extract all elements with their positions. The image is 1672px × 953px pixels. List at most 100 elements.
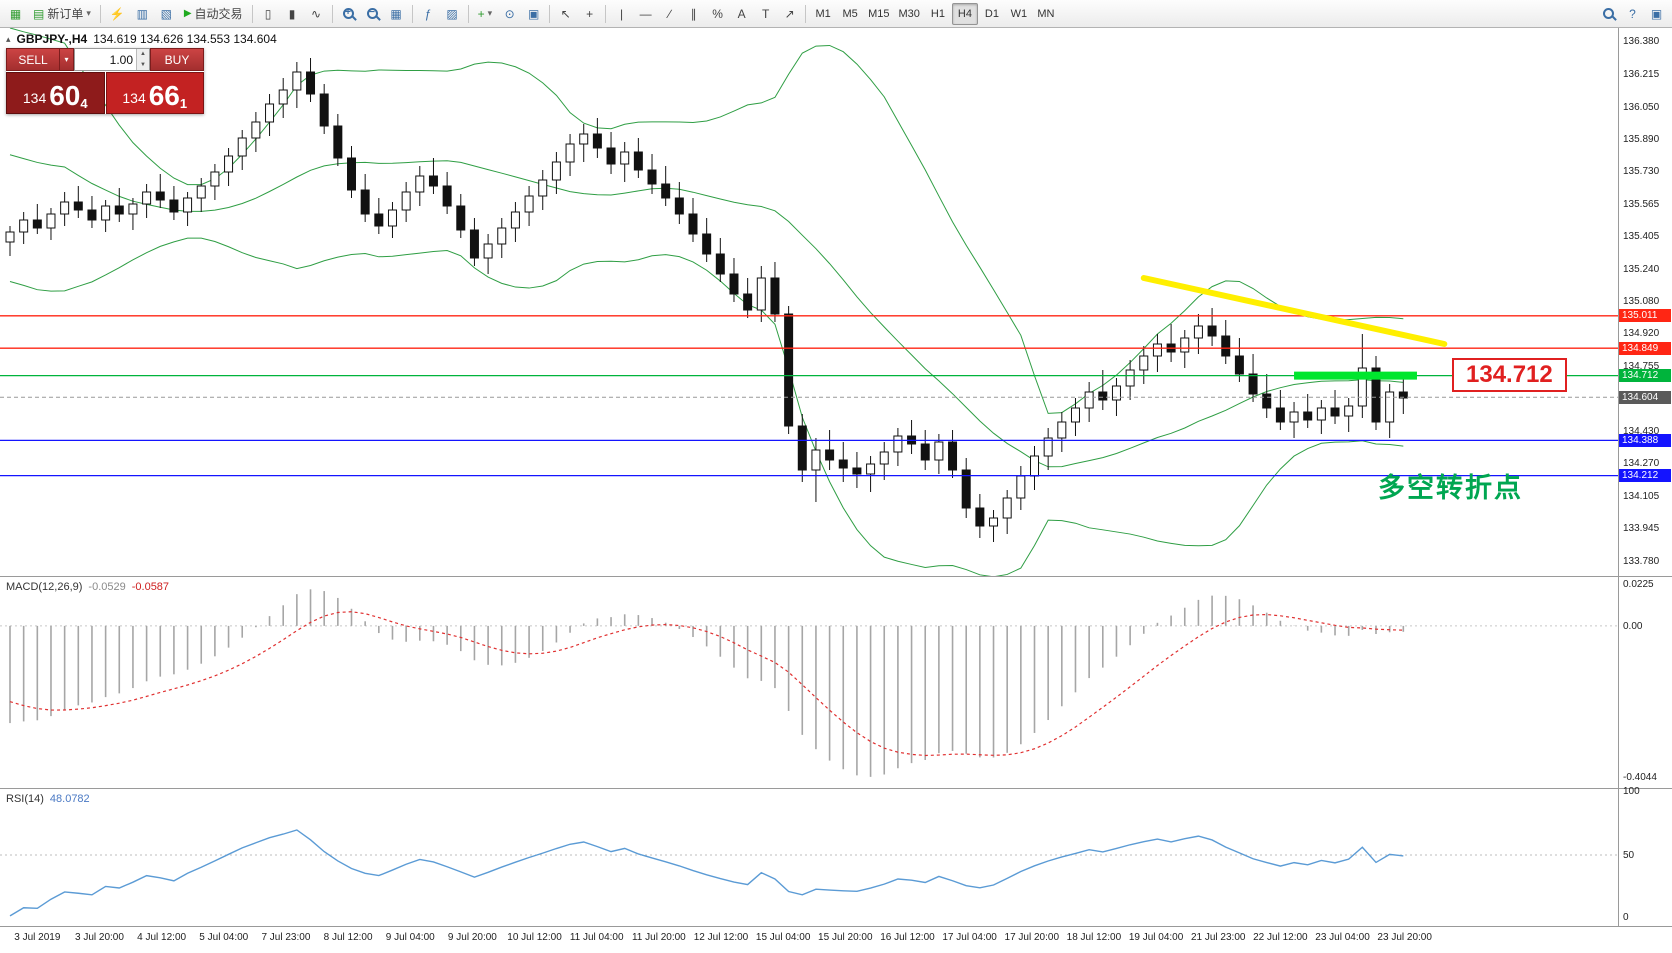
channel-button[interactable]: ∥ xyxy=(682,3,705,25)
scale-label: 136.215 xyxy=(1623,69,1660,80)
volume-stepper[interactable]: ▲ ▼ xyxy=(136,49,149,70)
bar-chart-button[interactable]: ▯ xyxy=(257,3,280,25)
volume-dropdown-icon[interactable]: ▾ xyxy=(60,48,74,71)
sell-button[interactable]: SELL xyxy=(6,48,60,71)
trendline-button[interactable]: ∕ xyxy=(658,3,681,25)
buy-price-sup: 1 xyxy=(179,96,188,111)
scale-label: 134.755 xyxy=(1623,361,1660,372)
text-button[interactable]: A xyxy=(730,3,753,25)
sell-price-box[interactable]: 134 60 4 xyxy=(6,72,105,114)
timeframe-H4[interactable]: H4 xyxy=(951,2,978,25)
line-chart-button[interactable]: ∿ xyxy=(305,3,328,25)
window-button[interactable]: ▣ xyxy=(1645,3,1668,25)
timeframe-W1[interactable]: W1 xyxy=(1006,3,1032,25)
scale-label: 0.0225 xyxy=(1623,579,1654,590)
price-annotation-box[interactable]: 134.712 xyxy=(1452,358,1567,392)
add-indicator-button[interactable]: + ▾ xyxy=(473,3,498,25)
templates-button[interactable]: ▨ xyxy=(441,3,464,25)
separator xyxy=(411,4,413,23)
templates-icon: ▨ xyxy=(446,6,458,21)
new-chart-button[interactable]: ▣ xyxy=(522,3,545,25)
channel-icon: ∥ xyxy=(690,6,697,21)
one-click-collapse-icon[interactable]: ▴ xyxy=(6,33,11,44)
crosshair-button[interactable]: + xyxy=(578,3,601,25)
time-axis-label: 7 Jul 23:00 xyxy=(261,932,311,943)
price-level-chip: 134.604 xyxy=(1619,390,1671,404)
cursor-button[interactable]: ↖ xyxy=(554,3,577,25)
symbol-name: GBPJPY-,H4 xyxy=(16,32,88,46)
buy-price-box[interactable]: 134 66 1 xyxy=(105,72,204,114)
timeframe-M1[interactable]: M1 xyxy=(810,3,836,25)
time-axis-label: 18 Jul 12:00 xyxy=(1066,932,1122,943)
symbol-ohlc-values: 134.619 134.626 134.553 134.604 xyxy=(93,32,277,46)
price-level-chip: 134.849 xyxy=(1619,341,1671,355)
price-level-chip: 135.011 xyxy=(1619,309,1671,323)
time-axis-label: 19 Jul 04:00 xyxy=(1128,932,1184,943)
scale-label: 0.00 xyxy=(1623,620,1643,632)
stepper-down-icon[interactable]: ▼ xyxy=(137,59,149,70)
time-axis-label: 12 Jul 12:00 xyxy=(693,932,749,943)
period-button[interactable]: ⊙ xyxy=(498,3,521,25)
timeframe-MN[interactable]: MN xyxy=(1033,3,1059,25)
cursor-icon: ↖ xyxy=(560,6,571,21)
horizontal-line-button[interactable]: — xyxy=(634,3,657,25)
auto-trading-button[interactable]: ▶ 自动交易 xyxy=(179,3,248,25)
rsi-name: RSI(14) xyxy=(6,793,44,805)
zoom-out-button[interactable]: − xyxy=(361,3,384,25)
vertical-line-icon: | xyxy=(620,6,624,21)
arrow-icon: ↗ xyxy=(784,6,795,21)
crosshair-icon: + xyxy=(586,6,594,21)
fibonacci-button[interactable]: % xyxy=(706,3,729,25)
line-chart-icon: ∿ xyxy=(311,6,322,21)
timeframe-D1[interactable]: D1 xyxy=(979,3,1005,25)
new-order-icon: ▤ xyxy=(33,6,45,21)
scale-label: 135.240 xyxy=(1623,264,1660,275)
new-order-button[interactable]: ▤ 新订单 ▾ xyxy=(28,3,96,25)
separator xyxy=(99,4,101,23)
indicators-button[interactable]: ƒ xyxy=(417,3,440,25)
price-scale[interactable]: 136.380 136.215 136.050 135.890 135.730 135.5… xyxy=(1618,28,1672,926)
chart-workspace: ▴ GBPJPY-,H4 134.619 134.626 134.553 134… xyxy=(0,28,1672,953)
timeframe-H1[interactable]: H1 xyxy=(925,3,951,25)
time-axis-label: 21 Jul 23:00 xyxy=(1190,932,1246,943)
help-button[interactable]: ? xyxy=(1621,3,1644,25)
candlestick-chart-button[interactable]: ▮ xyxy=(281,3,304,25)
text-label-icon: T xyxy=(761,6,770,21)
text-label-button[interactable]: T xyxy=(754,3,777,25)
chevron-down-icon: ▾ xyxy=(487,8,493,18)
arrow-button[interactable]: ↗ xyxy=(778,3,801,25)
buy-button[interactable]: BUY xyxy=(150,48,204,71)
alerts-button[interactable]: ⚡ xyxy=(105,3,130,25)
scale-label: 134.920 xyxy=(1623,328,1660,339)
zoom-in-button[interactable]: + xyxy=(337,3,360,25)
scale-label: 135.080 xyxy=(1623,296,1660,307)
time-axis-label: 5 Jul 04:00 xyxy=(199,932,249,943)
time-axis[interactable]: 3 Jul 2019 3 Jul 20:00 4 Jul 12:00 5 Jul 04… xyxy=(0,926,1672,953)
volume-input[interactable]: 1.00 ▲ ▼ xyxy=(74,48,150,71)
grid-button[interactable]: ▦ xyxy=(385,3,408,25)
scale-label: 135.405 xyxy=(1623,231,1660,242)
scale-label: 134.270 xyxy=(1623,458,1660,469)
fibonacci-icon: % xyxy=(712,6,723,21)
time-axis-label: 23 Jul 20:00 xyxy=(1377,932,1432,943)
scale-label: 135.730 xyxy=(1623,166,1660,177)
charts-button[interactable]: ▥ xyxy=(131,3,154,25)
time-axis-label: 15 Jul 04:00 xyxy=(755,932,811,943)
vertical-line-button[interactable]: | xyxy=(610,3,633,25)
time-axis-label: 23 Jul 04:00 xyxy=(1315,932,1370,943)
sell-price-prefix: 134 xyxy=(22,90,47,106)
time-axis-label: 8 Jul 12:00 xyxy=(323,932,373,943)
scale-label: 134.430 xyxy=(1623,426,1660,437)
sell-price-sup: 4 xyxy=(80,96,88,111)
app-icon: ▦ xyxy=(9,6,22,21)
separator xyxy=(805,4,807,23)
timeframe-M15[interactable]: M15 xyxy=(864,3,893,25)
macd-indicator-label: MACD(12,26,9) -0.0529 -0.0587 xyxy=(6,581,169,593)
scale-label: 135.565 xyxy=(1623,199,1660,210)
timeframe-M30[interactable]: M30 xyxy=(895,3,924,25)
search-button[interactable] xyxy=(1597,3,1620,25)
timeframe-M5[interactable]: M5 xyxy=(837,3,863,25)
stepper-up-icon[interactable]: ▲ xyxy=(137,49,149,60)
profiles-button[interactable]: ▧ xyxy=(155,3,178,25)
